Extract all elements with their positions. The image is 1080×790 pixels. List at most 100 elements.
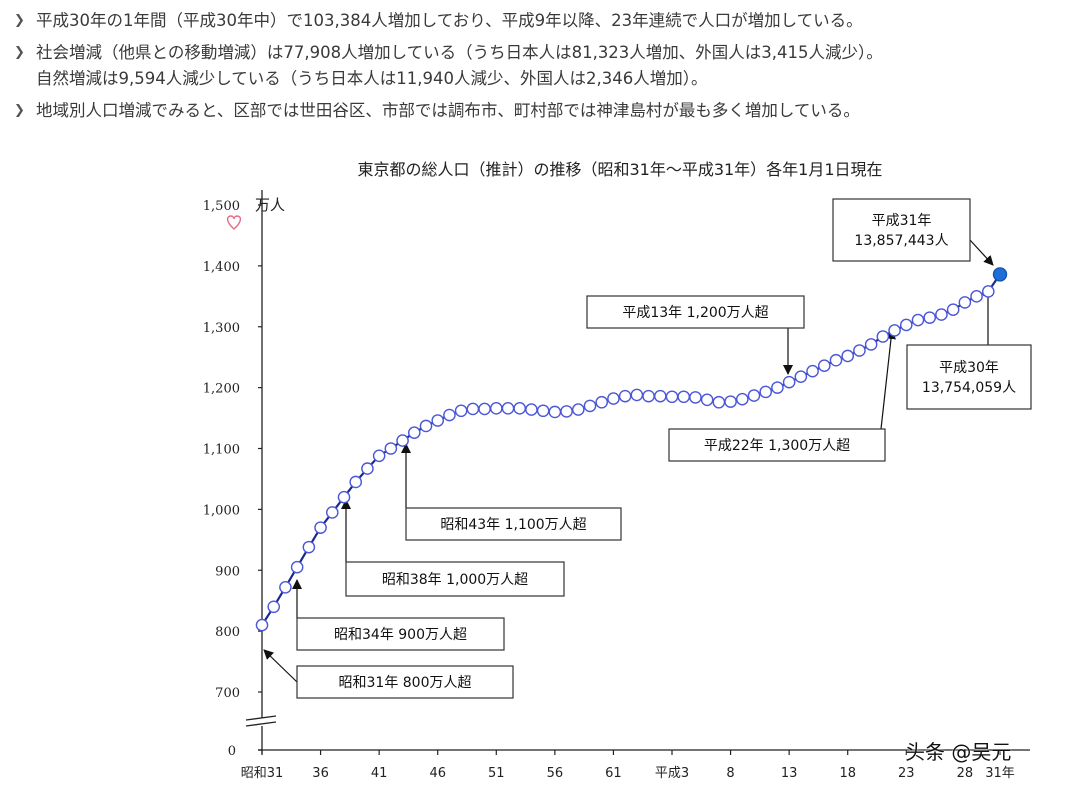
data-point: [489, 402, 503, 415]
data-point: [923, 311, 937, 324]
data-point: [841, 349, 855, 363]
data-point: [642, 389, 655, 403]
data-point: [255, 618, 269, 632]
callout-arrow: [969, 239, 994, 266]
y-tick-label: 800: [215, 625, 240, 640]
y-tick-label: 1,300: [203, 321, 240, 336]
callout-box: [296, 617, 505, 651]
data-point: [899, 318, 913, 332]
callout-box: [345, 561, 565, 597]
x-tick-label: 61: [605, 766, 622, 781]
data-point: [876, 330, 890, 343]
annotation-callout: 平成30年 13,754,059人: [906, 286, 1032, 410]
annotation-callout: 昭和43年 1,100万人超: [401, 443, 622, 541]
data-point: [560, 405, 573, 418]
data-point: [935, 308, 948, 321]
data-point: [653, 389, 667, 403]
data-point: [407, 426, 421, 439]
data-point: [267, 600, 281, 614]
x-tick-label: 昭和31: [241, 766, 284, 781]
data-point: [349, 475, 363, 489]
data-point: [454, 404, 468, 418]
data-point: [853, 344, 866, 357]
callout-box: [906, 344, 1032, 410]
x-tick-label: 56: [547, 766, 564, 781]
data-point: [864, 338, 878, 351]
callout-box: [668, 428, 886, 462]
data-point: [595, 395, 609, 409]
y-tick-label: 1,400: [203, 260, 240, 275]
data-point: [536, 404, 550, 418]
data-point: [525, 403, 538, 416]
data-point: [571, 403, 585, 416]
data-point: [361, 462, 374, 475]
bullet-item: ❯ 社会増減（他県との移動増減）は77,908人増加している（うち日本人は81,…: [14, 40, 1074, 92]
data-point: [396, 434, 409, 447]
y-tick-label: 700: [215, 686, 240, 701]
callout-arrow: [263, 649, 298, 683]
data-point: [747, 389, 761, 402]
data-point: [888, 324, 901, 337]
data-point: [325, 506, 339, 519]
bullet-line: 自然増減は9,594人減少している（うち日本人は11,940人減少、外国人は2,…: [36, 69, 708, 88]
callout-label: 昭和38年 1,000万人超: [382, 572, 528, 588]
data-point: [771, 381, 784, 394]
data-point: [958, 296, 972, 309]
data-point: [501, 402, 515, 415]
data-point: [630, 388, 644, 402]
x-tick-label: 46: [429, 766, 446, 781]
chevron-right-icon: ❯: [14, 13, 25, 28]
data-point: [607, 392, 620, 405]
chart-title: 東京都の総人口（推計）の推移（昭和31年～平成31年）各年1月1日現在: [357, 160, 882, 179]
callout-label: 13,754,059人: [922, 380, 1016, 396]
data-point: [689, 391, 702, 404]
data-point: [290, 560, 304, 574]
x-tick-label: 8: [726, 766, 734, 781]
chevron-right-icon: ❯: [14, 103, 25, 118]
x-tick-label: 23: [898, 766, 915, 781]
bullet-item: ❯ 地域別人口増減でみると、区部では世田谷区、市部では調布市、町村部では神津島村…: [14, 98, 1074, 124]
y-tick-label: 1,100: [203, 443, 240, 458]
x-tick-label: 平成3: [655, 766, 689, 781]
data-point: [981, 285, 995, 298]
data-point: [443, 408, 456, 422]
annotation-callout: 平成22年 1,300万人超: [668, 329, 896, 462]
callout-label: 平成22年 1,300万人超: [704, 438, 850, 454]
bullet-line: 平成30年の1年間（平成30年中）で103,384人増加しており、平成9年以降、…: [36, 11, 863, 30]
x-tick-label: 18: [839, 766, 856, 781]
callout-label: 平成13年 1,200万人超: [622, 305, 768, 321]
callout-label: 平成31年: [872, 213, 932, 229]
data-point: [302, 540, 316, 554]
callout-box: [296, 665, 514, 699]
x-tick-label: 41: [371, 766, 388, 781]
data-point: [677, 390, 691, 404]
bullet-line: 地域別人口増減でみると、区部では世田谷区、市部では調布市、町村部では神津島村が最…: [36, 101, 860, 120]
x-tick-label: 28: [957, 766, 974, 781]
y-zero-label: 0: [228, 744, 236, 759]
callout-box: [832, 198, 971, 262]
callout-label: 平成30年: [939, 360, 999, 376]
annotation-callout: 平成31年 13,857,443人: [832, 198, 994, 266]
annotation-callout: 昭和31年 800万人超: [263, 649, 514, 699]
data-point: [735, 392, 749, 406]
data-point: [806, 364, 819, 378]
summary-bullets: ❯ 平成30年の1年間（平成30年中）で103,384人増加しており、平成9年以…: [14, 8, 1074, 130]
data-point: [513, 402, 527, 415]
data-point: [911, 313, 925, 327]
x-tick-label: 36: [312, 766, 329, 781]
data-point: [794, 370, 808, 383]
data-point: [618, 389, 632, 403]
data-point: [724, 395, 737, 408]
data-point: [782, 375, 796, 389]
data-point: [829, 353, 843, 367]
callout-arrow: [880, 329, 896, 430]
chevron-right-icon: ❯: [14, 45, 25, 60]
callout-label: 昭和34年 900万人超: [334, 627, 467, 643]
data-point: [314, 521, 327, 534]
callout-label: 13,857,443人: [854, 233, 948, 249]
annotation-callout: 昭和38年 1,000万人超: [341, 499, 565, 597]
watermark: 头条 @吴元: [905, 740, 1012, 764]
data-point: [466, 402, 480, 416]
data-point: [548, 405, 562, 419]
bullet-item: ❯ 平成30年の1年間（平成30年中）で103,384人増加しており、平成9年以…: [14, 8, 1074, 34]
